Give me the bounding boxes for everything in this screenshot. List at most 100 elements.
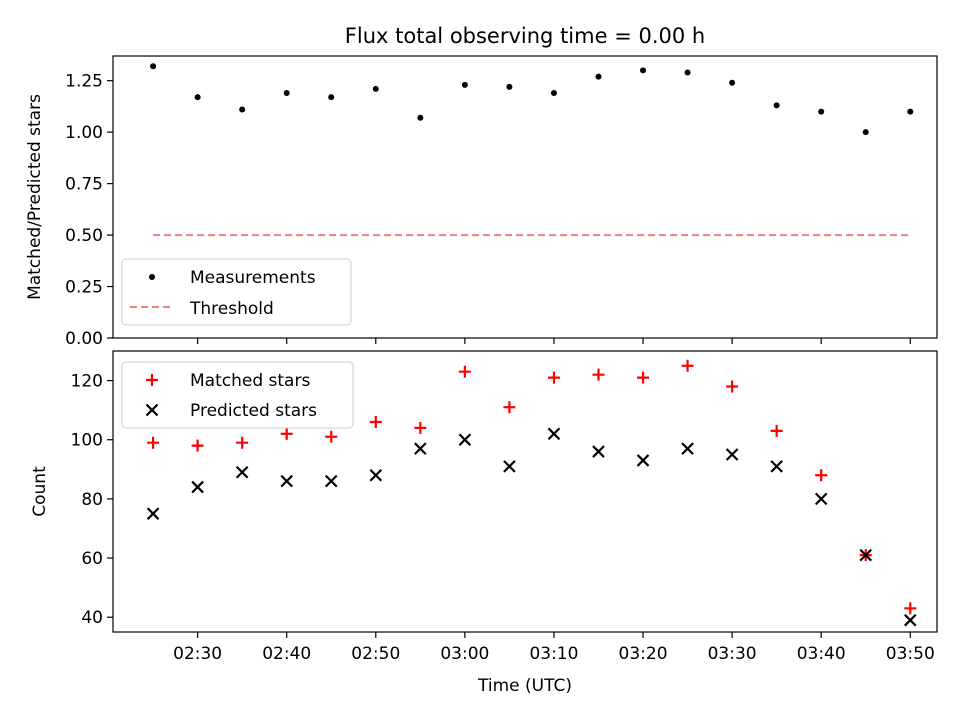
legend-box	[121, 258, 352, 326]
legend-measurements-marker	[149, 274, 155, 280]
ratio-axes-frame	[112, 55, 938, 339]
measurement-point	[818, 108, 825, 115]
legend-matched-marker	[146, 374, 158, 386]
count-axes-frame	[112, 350, 938, 633]
count-panel: Count Time (UTC) 40 60 80 100 120 02:30 02:40…	[30, 350, 938, 696]
matched-stars-point	[280, 427, 293, 440]
x-ticks-ratio	[197, 338, 911, 344]
predicted-stars-point	[592, 445, 605, 458]
measurement-point	[461, 81, 468, 88]
y-tick-label: 80	[81, 490, 103, 510]
y-tick-label: 0.25	[65, 278, 103, 298]
predicted-stars-point	[458, 433, 472, 447]
legend-measurements-label: Measurements	[190, 268, 316, 288]
legend-x-marker	[145, 403, 159, 417]
y-axis-label-count: Count	[30, 466, 50, 517]
y-ticks-ratio: 0.00 0.25 0.50 0.75 1.00 1.25	[65, 72, 113, 349]
predicted-stars-point	[235, 465, 249, 479]
legend-predicted-marker	[145, 403, 159, 417]
predicted-stars-point	[636, 454, 650, 467]
measurement-point	[773, 102, 780, 109]
y-tick-label: 60	[81, 549, 103, 569]
y-tick-label: 1.00	[65, 123, 103, 143]
matched-stars-point	[726, 380, 739, 393]
x-axis-label-time: Time (UTC)	[477, 676, 572, 696]
ratio-legend: Measurements Threshold	[121, 258, 352, 326]
predicted-stars-point	[770, 460, 783, 473]
x-tick-label: 02:50	[351, 644, 400, 664]
x-tick-label: 03:40	[797, 644, 846, 664]
predicted-stars-point	[369, 468, 383, 482]
predicted-stars-point	[146, 507, 160, 520]
x-tick-label: 02:30	[173, 644, 222, 664]
x-ticks-count: 02:30 02:40 02:50 03:00 03:10 03:20 03:30 03:40…	[173, 632, 935, 664]
measurement-point	[194, 94, 201, 101]
matched-stars-point	[815, 469, 828, 482]
legend-plus-marker	[146, 374, 158, 386]
count-legend: Matched stars Predicted stars	[121, 361, 354, 429]
predicted-stars-point	[547, 427, 561, 441]
matched-stars-point	[681, 359, 694, 372]
legend-predicted-label: Predicted stars	[190, 401, 317, 421]
measurement-point	[506, 83, 513, 90]
x-tick-label: 03:10	[529, 644, 578, 664]
predicted-stars-point	[191, 480, 204, 494]
legend-threshold-label: Threshold	[189, 299, 274, 319]
chart-title: Flux total observing time = 0.00 h	[345, 24, 705, 48]
matched-stars-point	[325, 430, 338, 443]
predicted-stars-point	[414, 442, 427, 455]
measurement-point	[150, 63, 157, 70]
y-tick-label: 0.75	[65, 175, 103, 195]
y-tick-label: 0.50	[65, 226, 103, 246]
matched-stars-point	[369, 415, 382, 428]
measurement-point	[684, 69, 691, 76]
measurement-point	[239, 106, 246, 113]
x-tick-label: 02:40	[262, 644, 311, 664]
matched-stars-point	[191, 439, 204, 452]
legend-measurements-dot	[149, 274, 155, 280]
ratio-marks	[150, 63, 914, 237]
x-tick-label: 03:00	[440, 644, 489, 664]
predicted-stars-point	[725, 448, 739, 461]
measurement-point	[862, 129, 869, 136]
predicted-stars-point	[903, 613, 917, 627]
measurement-point	[328, 94, 335, 101]
count-marks	[146, 359, 917, 627]
legend-matched-label: Matched stars	[190, 371, 310, 391]
measurement-point	[372, 85, 379, 92]
y-tick-label: 100	[71, 431, 103, 451]
matched-stars-point	[637, 371, 650, 384]
measurement-point	[907, 108, 914, 115]
measurement-point	[283, 90, 290, 97]
y-tick-label: 120	[71, 372, 103, 392]
predicted-stars-point	[280, 474, 293, 488]
matched-stars-point	[503, 401, 516, 414]
y-ticks-count: 40 60 80 100 120	[71, 372, 113, 628]
matched-stars-point	[147, 436, 160, 449]
measurement-point	[729, 79, 736, 86]
predicted-stars-point	[324, 474, 338, 488]
predicted-stars-point	[503, 460, 516, 473]
matched-stars-point	[414, 421, 427, 434]
measurement-point	[417, 114, 424, 121]
predicted-stars-point	[859, 548, 873, 562]
y-tick-label: 0.00	[65, 329, 103, 349]
x-tick-label: 03:20	[619, 644, 668, 664]
matched-stars-point	[458, 365, 471, 378]
matched-stars-point	[770, 424, 783, 437]
predicted-stars-point	[681, 442, 694, 455]
y-tick-label: 1.25	[65, 72, 103, 92]
matched-stars-point	[547, 371, 560, 384]
measurement-point	[640, 67, 647, 74]
predicted-stars-point	[814, 492, 828, 506]
x-tick-label: 03:30	[708, 644, 757, 664]
matched-stars-point	[904, 602, 917, 615]
y-tick-label: 40	[81, 608, 103, 628]
legend-box	[121, 361, 354, 429]
matched-stars-point	[236, 436, 249, 449]
matched-stars-point	[592, 368, 605, 381]
x-tick-label: 03:50	[886, 644, 935, 664]
measurement-point	[595, 73, 602, 80]
